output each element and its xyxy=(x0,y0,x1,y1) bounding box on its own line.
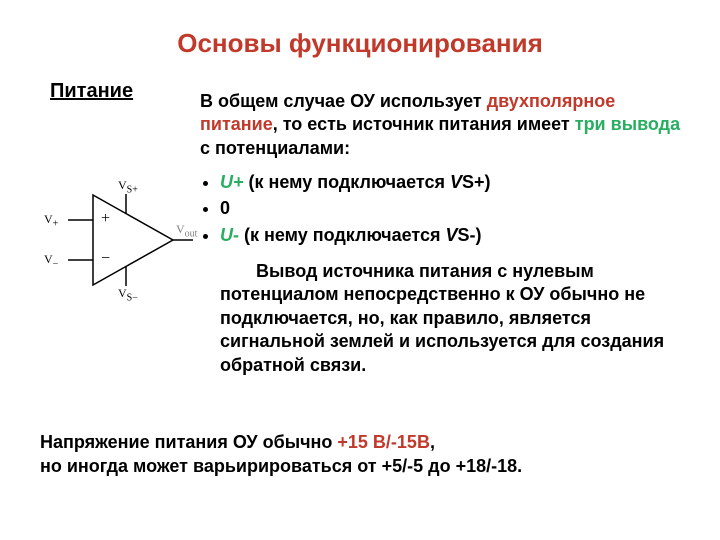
voltage-paragraph: Напряжение питания ОУ обычно +15 В/-15В,… xyxy=(40,430,690,479)
minus-symbol: − xyxy=(101,250,110,268)
opamp-svg xyxy=(38,180,208,300)
li3-c: V xyxy=(445,225,457,245)
li1-a: U+ xyxy=(220,172,244,192)
vminus-label: V− xyxy=(44,252,58,269)
intro-t4: три вывода xyxy=(575,114,680,134)
intro-t5: с потенциалами: xyxy=(200,138,350,158)
plus-symbol: + xyxy=(101,210,110,228)
vout-label: Vout xyxy=(176,222,197,239)
li3-b: (к нему подключается xyxy=(239,225,445,245)
vsminus-label: VS− xyxy=(118,286,138,303)
potentials-list: U+ (к нему подключается VS+) 0 U- (к нем… xyxy=(200,170,690,249)
list-item: U+ (к нему подключается VS+) xyxy=(220,170,690,194)
intro-t1: В общем случае ОУ использует xyxy=(200,91,487,111)
bottom-t2: +15 В/-15В xyxy=(337,432,430,452)
li1-c: V xyxy=(450,172,462,192)
ground-paragraph: Вывод источника питания с нулевым потенц… xyxy=(220,260,690,377)
bottom-t4: но иногда может варьирироваться от +5/-5… xyxy=(40,456,522,476)
intro-paragraph: В общем случае ОУ использует двухполярно… xyxy=(200,90,690,160)
li3-d: S-) xyxy=(458,225,482,245)
bottom-t3: , xyxy=(430,432,435,452)
title-text: Основы функционирования xyxy=(177,28,543,58)
li3-a: U- xyxy=(220,225,239,245)
bottom-t1: Напряжение питания ОУ обычно xyxy=(40,432,337,452)
list-item: U- (к нему подключается VS-) xyxy=(220,223,690,247)
opamp-diagram: + − V+ V− VS+ VS− Vout xyxy=(38,180,208,300)
vsplus-label: VS+ xyxy=(118,178,138,195)
li1-d: S+) xyxy=(462,172,491,192)
li1-b: (к нему подключается xyxy=(244,172,450,192)
intro-t3: , то есть источник питания имеет xyxy=(273,114,575,134)
list-item: 0 xyxy=(220,196,690,220)
page-title: Основы функционирования xyxy=(0,0,720,67)
li2: 0 xyxy=(220,198,230,218)
vplus-label: V+ xyxy=(44,212,58,229)
section-subtitle: Питание xyxy=(50,80,133,103)
